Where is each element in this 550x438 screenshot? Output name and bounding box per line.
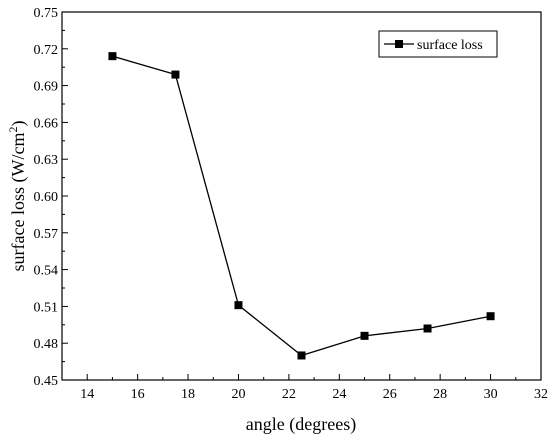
y-axis-ticks: 0.45 0.48 0.51 0.54 0.57 0.60 0.63 0.66 0.69 0.72… — [34, 6, 68, 389]
legend-marker — [395, 40, 403, 48]
data-point — [423, 324, 432, 333]
series-line — [112, 55, 491, 357]
data-point — [360, 331, 369, 340]
y-tick-label: 0.63 — [34, 153, 59, 168]
data-point — [486, 312, 495, 321]
data-point — [234, 301, 243, 310]
x-tick-label: 32 — [534, 387, 548, 402]
y-axis-title: surface loss (W/cm2) — [6, 121, 29, 272]
y-tick-label: 0.54 — [34, 264, 59, 279]
data-point — [297, 351, 306, 360]
x-tick-label: 16 — [131, 387, 145, 402]
y-tick-label: 0.57 — [34, 227, 59, 242]
data-point — [171, 70, 180, 79]
series-surface-loss — [108, 52, 495, 360]
x-tick-label: 28 — [433, 387, 447, 402]
x-tick-label: 30 — [484, 387, 498, 402]
x-tick-label: 14 — [80, 387, 94, 402]
x-tick-label: 18 — [181, 387, 195, 402]
x-tick-label: 22 — [282, 387, 296, 402]
y-axis-title-close: ) — [8, 121, 29, 127]
y-tick-label: 0.69 — [34, 80, 59, 95]
y-axis-title-sup: 2 — [6, 127, 20, 133]
y-tick-label: 0.45 — [34, 374, 59, 389]
y-axis-title-main: surface loss (W/cm — [8, 133, 29, 272]
legend-label: surface loss — [417, 38, 483, 53]
y-tick-label: 0.66 — [34, 116, 59, 131]
y-tick-label: 0.51 — [34, 300, 59, 315]
y-tick-label: 0.48 — [34, 337, 59, 352]
x-tick-label: 26 — [383, 387, 397, 402]
plot-area-frame — [61, 11, 542, 381]
legend: surface loss — [378, 30, 498, 58]
x-tick-label: 24 — [332, 387, 346, 402]
data-point — [108, 52, 117, 61]
y-tick-label: 0.75 — [34, 6, 59, 21]
x-axis-ticks: 14 16 18 20 22 24 26 28 30 32 — [80, 374, 548, 402]
x-axis-title: angle (degrees) — [246, 414, 356, 435]
y-tick-label: 0.72 — [34, 43, 59, 58]
y-tick-label: 0.60 — [34, 190, 59, 205]
x-tick-label: 20 — [231, 387, 245, 402]
